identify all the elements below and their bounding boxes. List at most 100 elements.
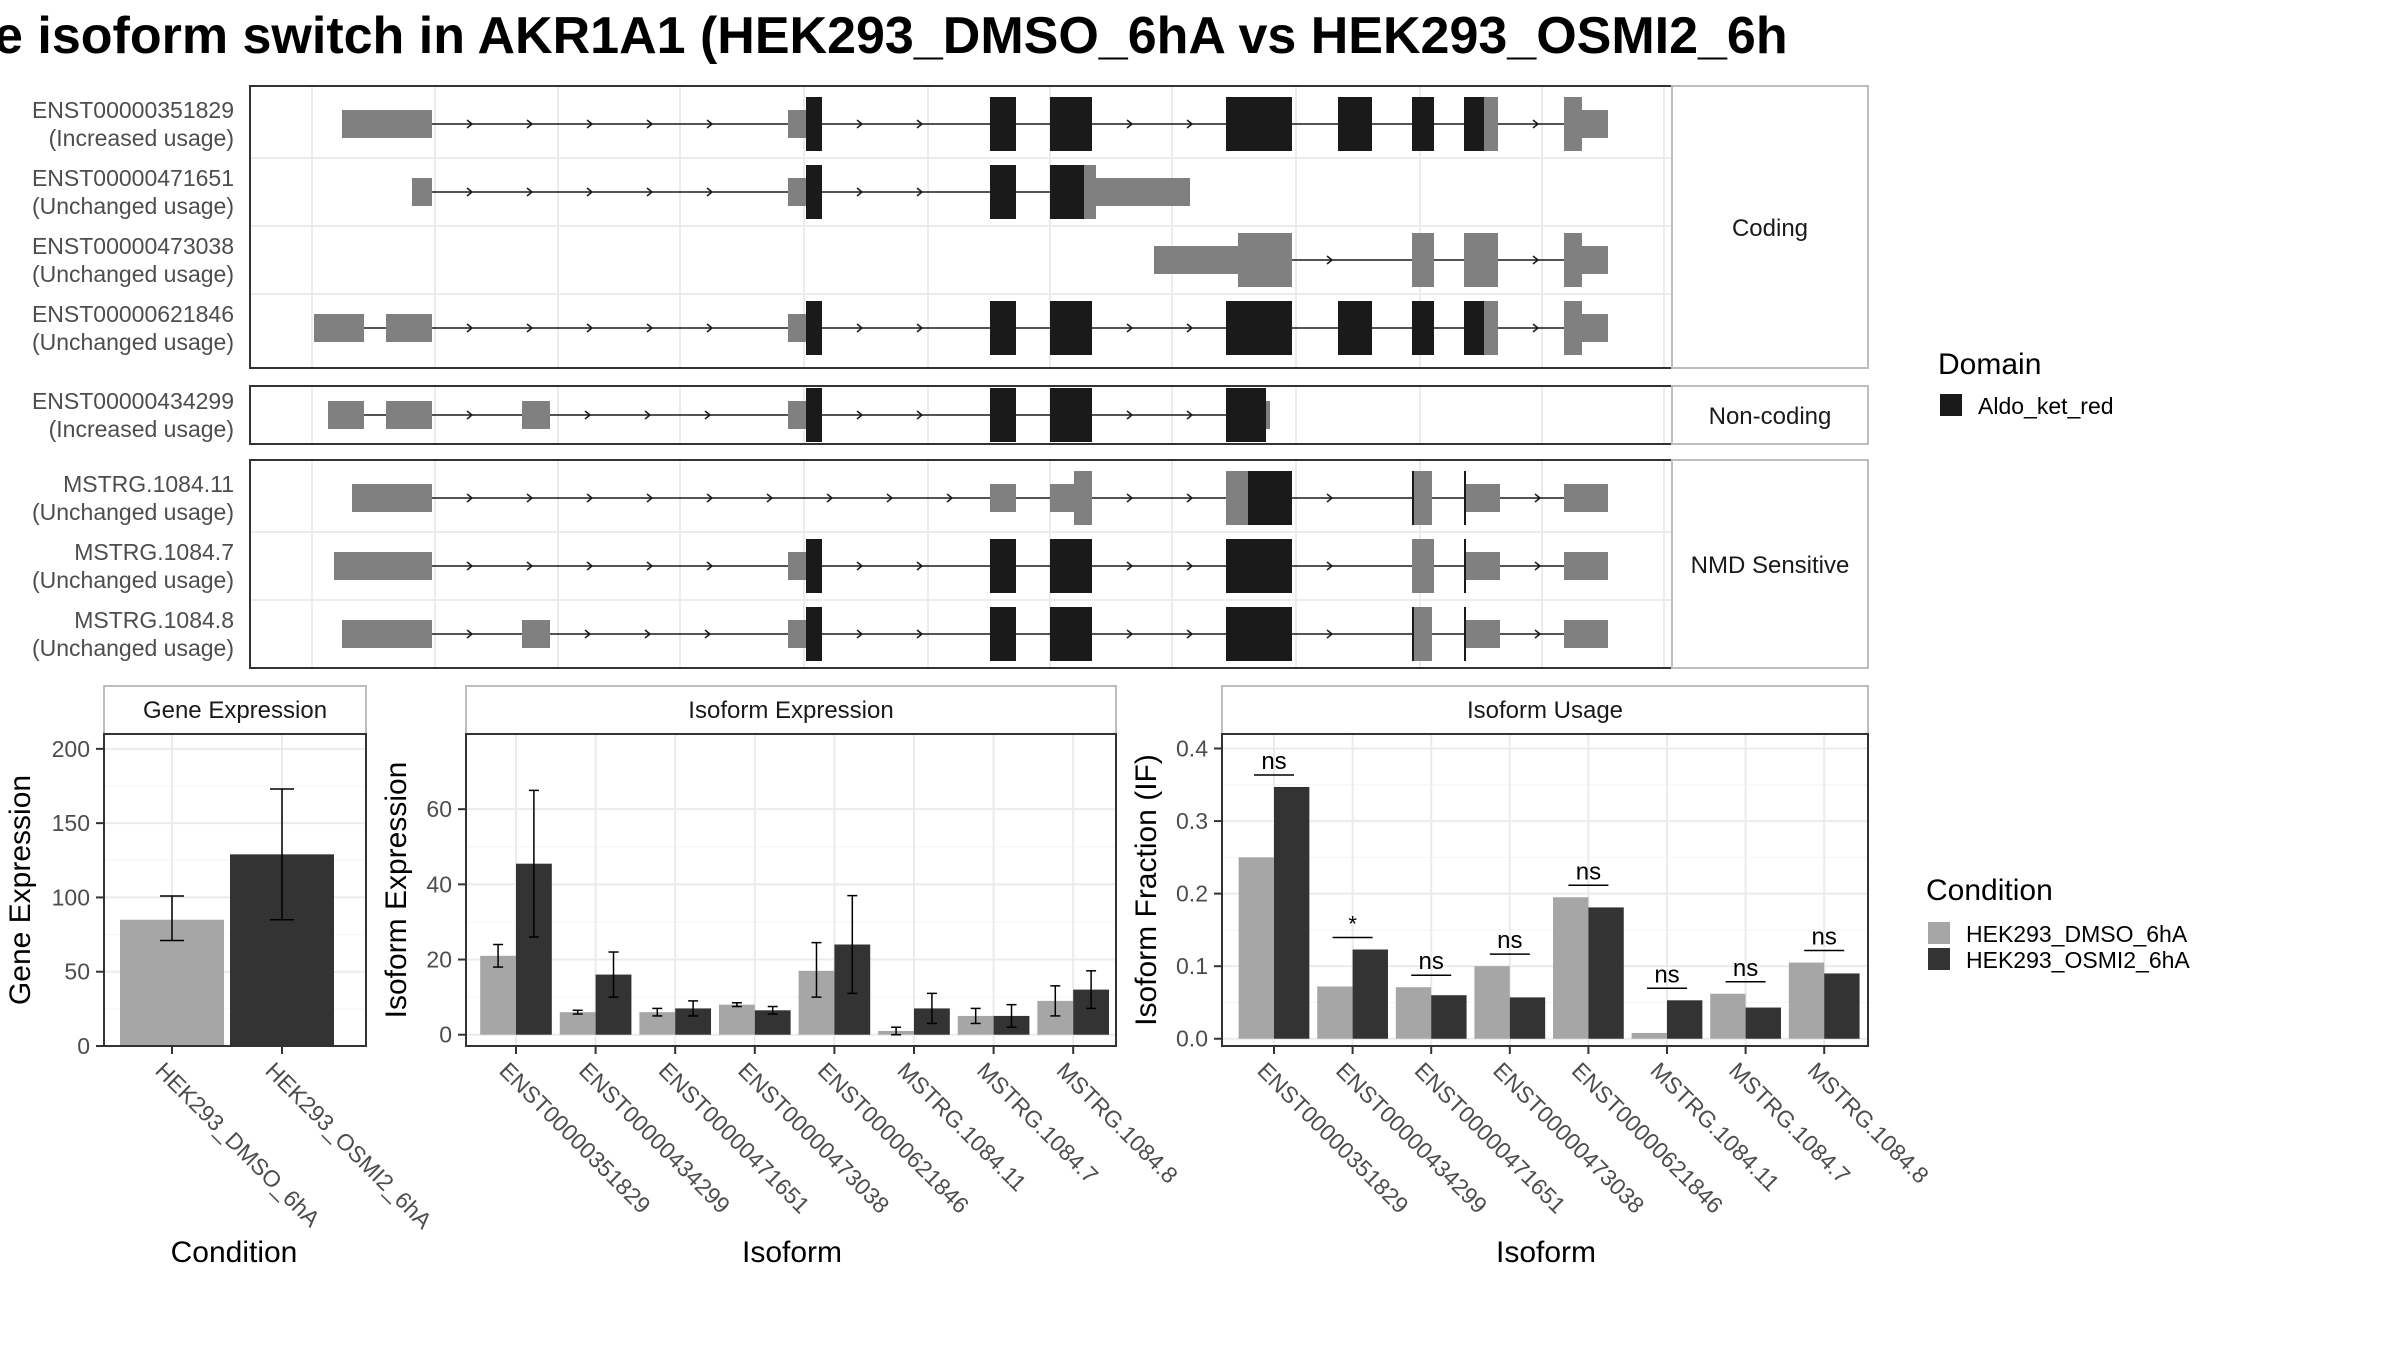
intron-arrow [526,493,534,503]
intron-arrow [586,493,594,503]
intron-arrow [856,323,864,333]
cds-exon [1412,301,1434,355]
x-tick-label: ENST00000473038 [1488,1057,1649,1218]
utr-exon [1564,552,1608,580]
intron-arrow [856,561,864,571]
x-tick-label: ENST00000351829 [1252,1057,1413,1218]
intron-arrow [646,323,654,333]
cds-exon [806,301,822,355]
utr-exon [788,552,806,580]
x-axis-label: Condition [171,1236,298,1269]
y-tick-label: 0 [77,1033,90,1059]
cds-exon [1226,607,1292,661]
bar [480,955,516,1035]
intron-arrow [1126,493,1134,503]
cds-exon [1464,539,1466,593]
intron-arrow [1126,629,1134,639]
intron-arrow [644,410,652,420]
domain-legend-label: Aldo_ket_red [1978,393,2114,419]
intron-arrow [466,323,474,333]
isoform-id-label: ENST00000434299 [32,388,234,414]
utr-exon [788,401,806,429]
domain-legend-swatch [1940,394,1962,416]
utr-exon [1084,165,1096,219]
y-tick-label: 50 [64,959,90,985]
intron-arrow [1126,323,1134,333]
isoform-usage-label: (Unchanged usage) [32,261,234,287]
cds-exon [990,301,1016,355]
domain-legend-title: Domain [1938,348,2041,381]
chart-strip [103,685,367,735]
y-tick-label: 40 [426,871,452,897]
bar [1274,786,1310,1039]
significance-label: ns [1812,924,1837,951]
intron-arrow [646,119,654,129]
bar [1317,986,1353,1039]
cds-exon [1050,97,1092,151]
utr-exon [522,620,550,648]
utr-exon [1464,233,1498,287]
utr-exon [412,178,432,206]
cds-exon [1464,471,1466,525]
intron-arrow [584,410,592,420]
utr-exon [1564,301,1582,355]
intron-arrow [916,629,924,639]
utr-exon [1414,607,1432,661]
cds-exon [1226,301,1292,355]
significance-label: * [1348,911,1357,936]
intron-arrow [586,119,594,129]
intron-arrow [1534,629,1542,639]
intron-arrow [1126,410,1134,420]
isoform-model [314,301,1608,355]
bar [1395,987,1432,1039]
isoform-usage-label: (Unchanged usage) [32,567,234,593]
intron-arrow [1126,119,1134,129]
strip-label: Non-coding [1709,403,1832,430]
cds-exon [1464,97,1484,151]
intron-arrow [1186,561,1194,571]
utr-exon [1564,97,1582,151]
cds-exon [1226,97,1292,151]
y-tick-label: 0.3 [1176,808,1208,834]
significance-label: ns [1497,927,1522,954]
significance-label: ns [1733,955,1758,982]
cds-exon [806,607,822,661]
cds-exon [1050,607,1092,661]
intron-arrow [1326,561,1334,571]
strip-label: NMD Sensitive [1691,552,1850,579]
cds-exon [806,539,822,593]
y-tick-label: 0 [439,1022,452,1048]
utr-exon [788,178,806,206]
condition-legend: Condition HEK293_DMSO_6hA HEK293_OSMI2_6… [1926,874,2190,973]
utr-exon [328,401,364,429]
bar [1431,995,1467,1039]
y-tick-label: 60 [426,796,452,822]
utr-exon [1412,539,1434,593]
intron-arrow [1186,410,1194,420]
utr-exon [1412,233,1434,287]
cds-exon [990,539,1016,593]
intron-arrow [856,119,864,129]
cds-exon [1412,97,1434,151]
intron-arrow [706,323,714,333]
bar [718,1004,755,1035]
intron-arrow [526,119,534,129]
cds-exon [806,97,822,151]
intron-arrow [856,629,864,639]
utr-exon [1266,401,1270,429]
cds-exon [1338,97,1372,151]
utr-exon [1050,484,1074,512]
y-tick-label: 0.0 [1176,1026,1208,1052]
intron-arrow [916,561,924,571]
y-axis-label: Gene Expression [4,775,37,1005]
intron-arrow [916,323,924,333]
chart-title: Isoform Expression [688,697,893,724]
isoform-usage-label: (Unchanged usage) [32,635,234,661]
isoform-usage-label: (Increased usage) [49,125,234,151]
intron-arrow [1534,493,1542,503]
utr-exon [1564,620,1608,648]
intron-arrow [1326,255,1334,265]
condition-legend-title: Condition [1926,874,2053,907]
intron-arrow [916,187,924,197]
